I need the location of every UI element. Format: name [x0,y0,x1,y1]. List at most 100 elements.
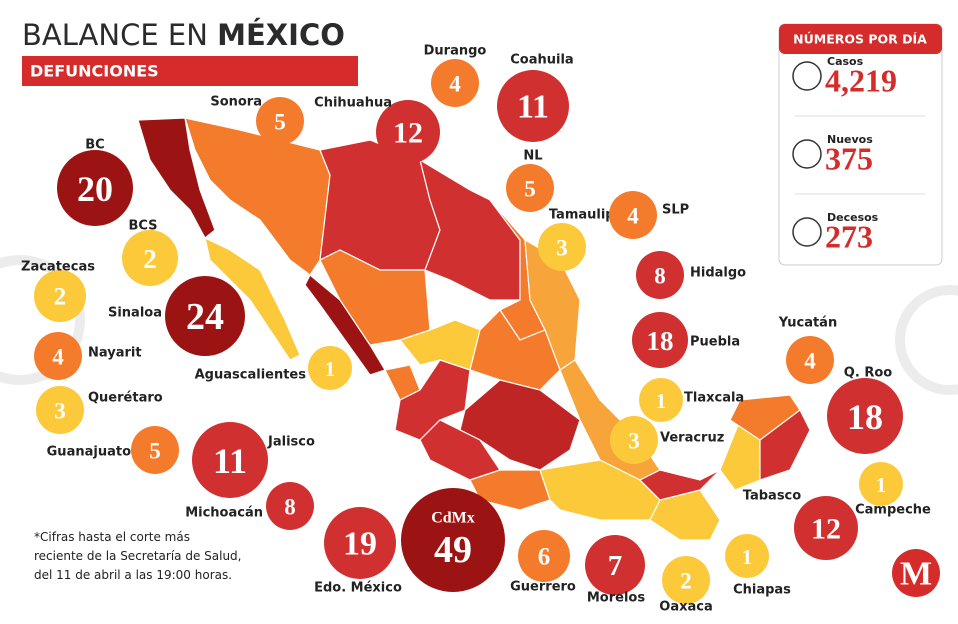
state-bubble [639,378,683,422]
state-label: Zacatecas [21,260,95,275]
region [419,158,521,301]
state-label: Aguascalientes [195,368,307,383]
state-value: 12 [811,513,841,546]
subtitle: DEFUNCIONES [30,62,159,81]
state-label: Puebla [690,335,740,350]
stats-value: 273 [825,218,873,254]
decor [0,255,958,395]
state-value: 19 [343,526,377,563]
state-bubble [256,97,304,145]
state-label: Nayarit [88,346,142,361]
stats-header [779,24,942,54]
state-value: 20 [77,169,113,209]
region [729,394,801,441]
state-value: 2 [680,569,692,594]
stats-value: 4,219 [825,62,897,98]
state-value: 18 [847,397,883,437]
state-bubble [165,276,245,356]
stats-icon [792,139,822,169]
state-label: Guerrero [510,580,576,595]
stats-label: Casos [827,55,864,68]
subtitle-bar [22,56,358,86]
state-bubble [122,230,178,286]
state-label: Michoacán [185,506,263,521]
logo-text: M [900,556,932,593]
state-value: 3 [54,399,66,424]
state-value: 24 [186,296,224,338]
state-bubble [786,336,834,384]
state-bubble [794,496,858,560]
virus-decor [895,285,958,395]
state-label: Tabasco [743,489,801,504]
footnote-line: del 11 de abril a las 19:00 horas. [34,568,232,582]
state-label: CdMx [431,510,475,527]
state-label: Jalisco [267,435,315,450]
state-label: Chihuahua [314,96,392,111]
state-value: 8 [654,264,666,289]
stats-title: NÚMEROS POR DÍA [793,32,927,47]
state-label: SLP [662,203,689,218]
state-bubble [324,507,396,579]
state-value: 12 [393,117,423,150]
state-value: 1 [656,389,667,413]
state-value: 49 [434,529,472,571]
state-bubble [266,482,314,530]
state-label: Sonora [210,95,262,110]
state-bubble [725,534,769,578]
state-value: 11 [213,441,247,481]
state-bubble [585,535,645,595]
footnote-line: *Cifras hasta el corte más [34,530,190,544]
state-label: Q. Roo [844,366,892,381]
logo [892,549,940,597]
state-value: 18 [647,326,674,356]
stats-label: Nuevos [827,133,873,146]
state-bubble [401,488,505,592]
state-value: 1 [876,473,887,497]
state-value: 1 [325,357,336,381]
state-label: Tlaxcala [684,391,744,406]
state-label: Oaxaca [659,600,712,615]
state-label: Guanajuato [47,445,131,460]
state-bubble [192,422,268,498]
state-bubble [518,530,570,582]
state-label: Veracruz [660,431,724,446]
state-bubble [506,164,554,212]
state-bubble [859,462,903,506]
stats-value: 375 [825,140,873,176]
stats-icon [792,61,822,91]
state-value: 8 [284,495,296,520]
state-value: 5 [149,439,161,464]
region [204,236,301,361]
title-light: BALANCE EN [22,18,208,52]
region [184,117,331,276]
state-bubble [431,59,479,107]
state-value: 11 [517,89,549,126]
stats-icon [792,217,822,247]
state-label: Yucatán [778,316,837,331]
state-value: 2 [143,244,157,274]
footnote-line: reciente de la Secretaría de Salud, [34,549,242,563]
state-bubble [131,426,179,474]
state-value: 4 [52,345,64,370]
state-value: 4 [627,204,639,229]
state-label: NL [523,149,542,164]
state-bubble [57,150,133,226]
state-bubble [662,556,710,604]
state-bubble [308,346,352,390]
region [759,409,811,481]
state-bubble [497,70,569,142]
state-value: 2 [54,284,67,311]
state-label: Querétaro [88,391,163,406]
state-bubble [632,312,688,368]
region [638,469,721,501]
state-bubble [34,270,86,322]
state-value: 5 [274,110,286,135]
state-label: Hidalgo [690,266,746,281]
virus-decor [0,255,85,385]
state-bubble [34,332,82,380]
state-value: 6 [538,544,551,571]
